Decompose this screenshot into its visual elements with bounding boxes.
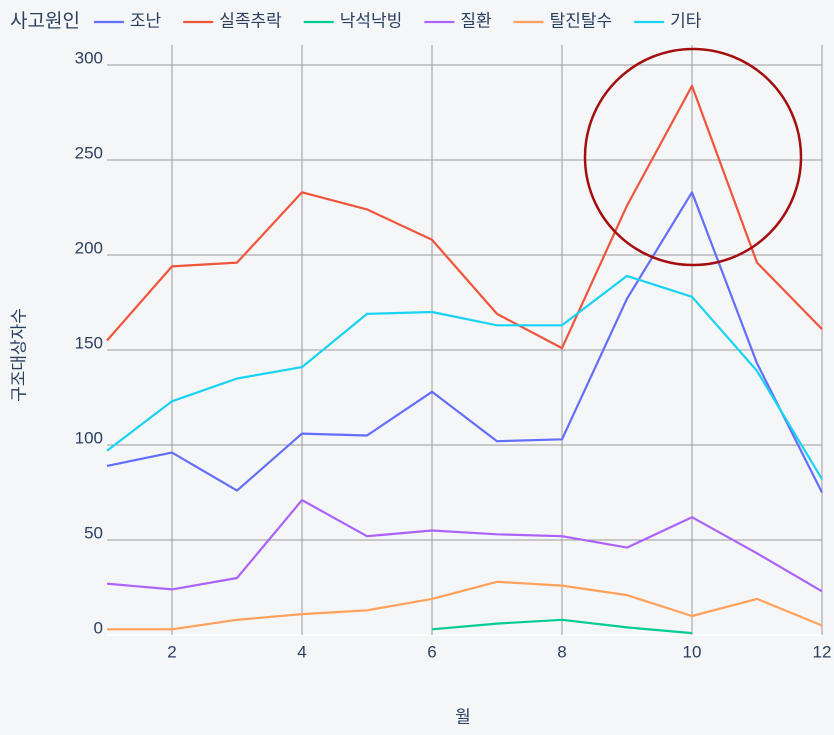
legend-label: 낙석낙빙 [340,11,403,30]
legend-label: 질환 [460,11,491,30]
y-tick-label: 150 [75,333,103,352]
legend: 조난 실족추락 낙석낙빙 질환 탈진탈수 기타 [93,11,702,30]
x-tick-label: 6 [427,642,436,661]
line [106,274,823,480]
line [106,84,823,350]
line [107,580,823,631]
x-tick-label: 12 [813,642,832,661]
line [106,499,823,593]
x-tick-label: 8 [557,642,566,661]
y-axis-title: 구조대상자수 [9,308,28,402]
y-tick-label: 100 [75,428,103,447]
line [106,191,823,493]
legend-label: 기타 [670,11,702,30]
legend-label: 실족추락 [219,11,282,30]
y-tick-label: 50 [84,523,103,542]
x-axis-title: 월 [455,707,471,726]
x-tick-label: 4 [297,642,306,661]
x-tick-label: 10 [683,642,702,661]
line [431,618,693,635]
plot-area: 0 50 100 150 200 250 300 2 4 6 8 10 12 [75,45,832,661]
y-tick-label: 250 [75,143,103,162]
y-tick-label: 0 [94,618,103,637]
legend-label: 탈진탈수 [550,11,613,30]
x-tick-label: 2 [167,642,176,661]
y-tick-label: 200 [75,238,103,257]
legend-label: 조난 [130,11,162,30]
highlight-circle [583,47,803,267]
y-tick-label: 300 [75,48,103,67]
legend-title: 사고원인 [10,10,80,32]
